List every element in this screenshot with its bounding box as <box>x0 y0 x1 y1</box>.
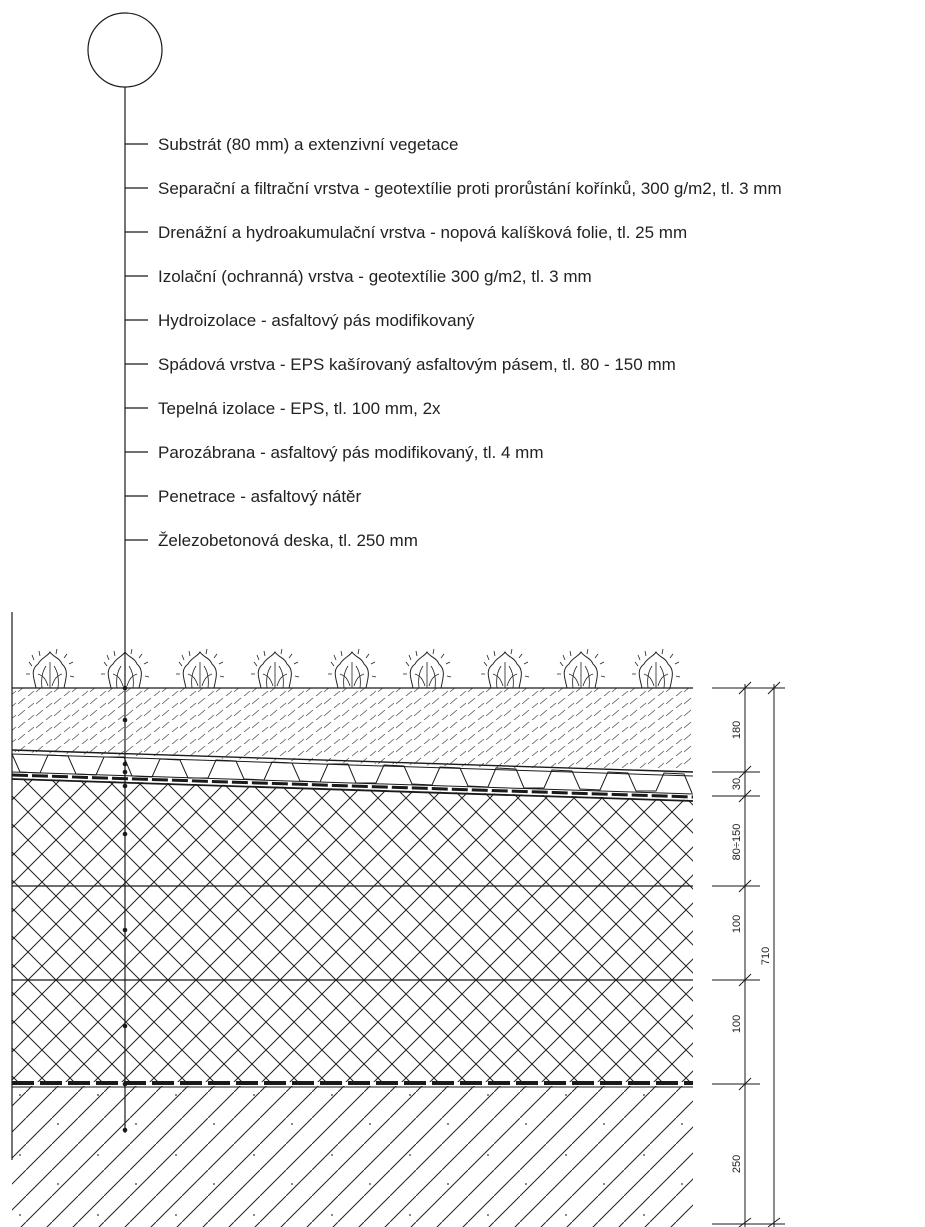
leader-dot <box>122 1127 128 1133</box>
leader-dot <box>122 761 128 767</box>
leader-dot <box>122 717 128 723</box>
label-substrate: Substrát (80 mm) a extenzivní vegetace <box>158 135 458 154</box>
plant-icon <box>327 648 377 689</box>
dim-label-substrate: 180 <box>731 721 743 739</box>
label-waterproofing: Hydroizolace - asfaltový pás modifikovan… <box>158 311 475 330</box>
dim-label-slope: 80÷150 <box>731 824 743 861</box>
plant-icon <box>175 648 225 689</box>
eps-insulation-layer-2 <box>12 980 693 1082</box>
label-separation-layer: Separační a filtrační vrstva - geotextíl… <box>158 179 782 198</box>
label-concrete-slab: Železobetonová deska, tl. 250 mm <box>158 531 418 550</box>
label-protective-layer: Izolační (ochranná) vrstva - geotextílie… <box>158 267 592 286</box>
dim-label-total: 710 <box>760 947 772 965</box>
dim-label-concrete: 250 <box>731 1155 743 1173</box>
dim-label-drainage: 30 <box>731 778 743 790</box>
leader-dot <box>122 769 128 775</box>
plant-icon <box>250 648 300 689</box>
dimension-chain <box>712 681 785 1227</box>
callout-label-list: Substrát (80 mm) a extenzivní vegetace S… <box>125 135 782 550</box>
leader-dot <box>122 831 128 837</box>
dim-label-insulation-1: 100 <box>731 915 743 933</box>
plant-icon <box>25 648 75 689</box>
dim-label-insulation-2: 100 <box>731 1015 743 1033</box>
plant-icon <box>631 648 681 689</box>
plant-icon <box>556 648 606 689</box>
eps-insulation-layer-1 <box>12 886 693 980</box>
label-vapor-barrier: Parozábrana - asfaltový pás modifikovaný… <box>158 443 544 462</box>
label-drainage-layer: Drenážní a hydroakumulační vrstva - nopo… <box>158 223 687 242</box>
vegetation-row <box>25 648 681 689</box>
dimension-labels: 180 30 80÷150 100 100 250 710 <box>731 721 772 1173</box>
plant-icon <box>402 648 452 689</box>
leader-dot <box>122 783 128 789</box>
leader-dot <box>122 1081 128 1087</box>
leader-dots <box>122 685 128 1133</box>
label-slope-layer: Spádová vrstva - EPS kašírovaný asfaltov… <box>158 355 676 374</box>
label-thermal-insulation: Tepelná izolace - EPS, tl. 100 mm, 2x <box>158 399 441 418</box>
concrete-dots <box>12 1086 693 1227</box>
leader-dot <box>122 927 128 933</box>
leader-dot <box>122 685 128 691</box>
leader-dot <box>122 1023 128 1029</box>
plant-icon <box>480 648 530 689</box>
label-penetration: Penetrace - asfaltový nátěr <box>158 487 362 506</box>
callout-bubble <box>87 12 163 88</box>
